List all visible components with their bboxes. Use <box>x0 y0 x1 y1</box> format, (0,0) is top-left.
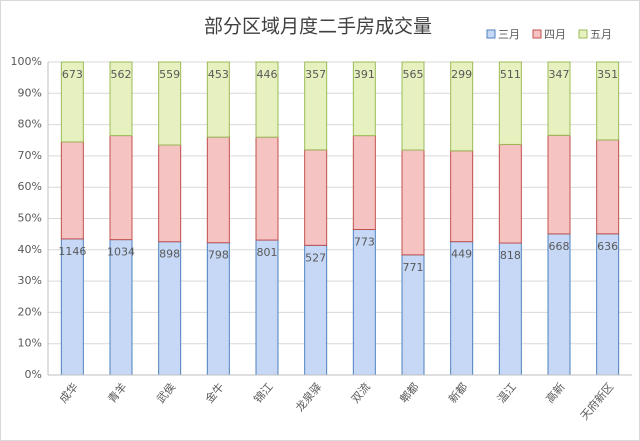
chart-title: 部分区域月度二手房成交量 <box>204 16 432 38</box>
data-label: 446 <box>257 68 278 81</box>
bar-segment <box>450 61 474 152</box>
y-tick-label: 80% <box>18 118 42 131</box>
data-label: 668 <box>549 240 570 253</box>
data-label: 801 <box>257 246 278 259</box>
data-label: 511 <box>500 68 521 81</box>
y-tick-label: 60% <box>18 180 42 193</box>
data-label: 449 <box>451 248 472 261</box>
bar-segment <box>206 136 230 244</box>
bar-segment <box>547 61 571 136</box>
data-label: 636 <box>597 240 618 253</box>
bar-segment <box>450 150 474 243</box>
bar-segment <box>547 134 571 235</box>
bar-segment <box>498 143 522 244</box>
bar-segment <box>498 242 522 376</box>
bar-segment <box>109 135 133 241</box>
data-label: 527 <box>305 251 326 264</box>
y-tick-label: 30% <box>18 274 42 287</box>
bar-segment <box>158 61 182 146</box>
bar-segment <box>401 61 425 151</box>
legend-swatch <box>486 29 496 39</box>
bar-segment <box>255 239 279 376</box>
y-tick-label: 0% <box>25 368 42 381</box>
y-tick-label: 70% <box>18 149 42 162</box>
data-label: 1034 <box>107 246 135 259</box>
y-tick-label: 40% <box>18 243 42 256</box>
bar-segment <box>304 244 328 376</box>
legend-label: 三月 <box>498 28 520 41</box>
bar-segment <box>352 135 376 231</box>
legend-label: 五月 <box>590 28 612 41</box>
bar-segment <box>206 242 230 376</box>
data-label: 898 <box>159 248 180 261</box>
bar-segment <box>401 149 425 256</box>
data-label: 565 <box>403 68 424 81</box>
y-tick-label: 50% <box>18 212 42 225</box>
data-label: 351 <box>597 68 618 81</box>
data-label: 673 <box>62 68 83 81</box>
y-tick-label: 10% <box>18 337 42 350</box>
data-label: 391 <box>354 68 375 81</box>
bar-segment <box>206 61 230 138</box>
bar-segment <box>60 238 84 376</box>
data-label: 818 <box>500 249 521 262</box>
bar-segment <box>158 241 182 376</box>
bar-segment <box>596 233 620 376</box>
y-tick-label: 100% <box>11 55 42 68</box>
bar-segment <box>60 61 84 143</box>
bar-segment <box>352 229 376 376</box>
bar-segment <box>547 233 571 376</box>
data-label: 771 <box>403 261 424 274</box>
y-tick-label: 90% <box>18 86 42 99</box>
data-label: 773 <box>354 236 375 249</box>
bar-segment <box>498 61 522 145</box>
data-label: 453 <box>208 68 229 81</box>
bar-segment <box>596 61 620 141</box>
data-label: 357 <box>305 68 326 81</box>
bar-segment <box>352 61 376 137</box>
bar-segment <box>304 149 328 246</box>
legend-label: 四月 <box>544 28 566 41</box>
bar-segment <box>158 144 182 243</box>
data-label: 347 <box>549 68 570 81</box>
bar-segment <box>450 241 474 376</box>
bar-segment <box>596 139 620 235</box>
bar-segment <box>109 239 133 376</box>
y-tick-label: 20% <box>18 305 42 318</box>
data-label: 559 <box>159 68 180 81</box>
bar-segment <box>109 61 133 137</box>
legend-swatch <box>532 29 542 39</box>
data-label: 562 <box>111 68 132 81</box>
legend-swatch <box>578 29 588 39</box>
data-label: 1146 <box>58 245 86 258</box>
bar-segment <box>255 61 279 138</box>
bar-segment <box>304 61 328 151</box>
data-label: 798 <box>208 249 229 262</box>
bar-segment <box>60 141 84 240</box>
data-label: 299 <box>451 68 472 81</box>
bar-segment <box>255 136 279 241</box>
